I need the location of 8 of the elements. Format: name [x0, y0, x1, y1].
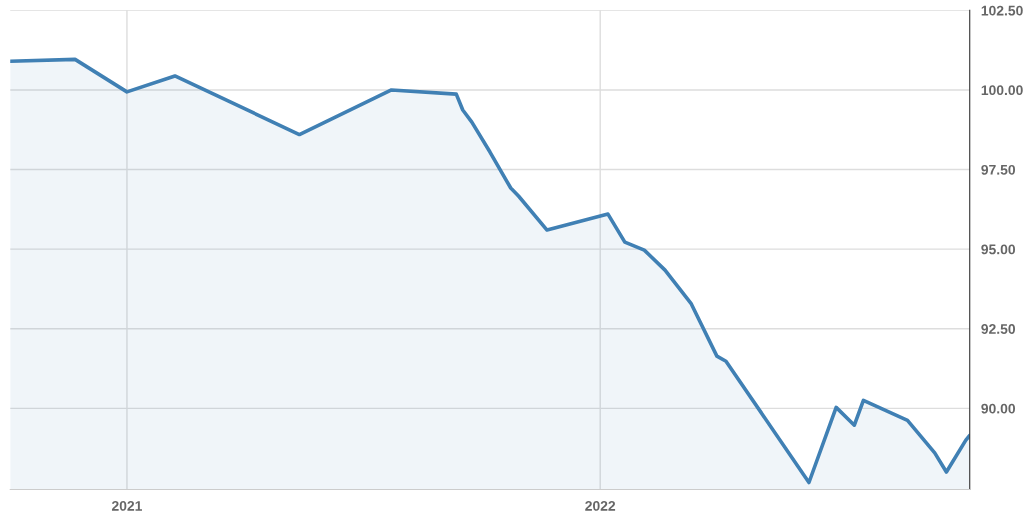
x-tick-label: 2022	[585, 500, 616, 511]
x-tick-label: 2021	[111, 500, 142, 511]
y-tick-label: 90.00	[981, 403, 1016, 414]
y-tick-label: 102.50	[981, 5, 1023, 16]
y-tick-label: 95.00	[981, 244, 1016, 255]
y-tick-label: 97.50	[981, 164, 1016, 175]
y-tick-label: 92.50	[981, 324, 1016, 334]
y-tick-label: 100.00	[981, 85, 1023, 96]
